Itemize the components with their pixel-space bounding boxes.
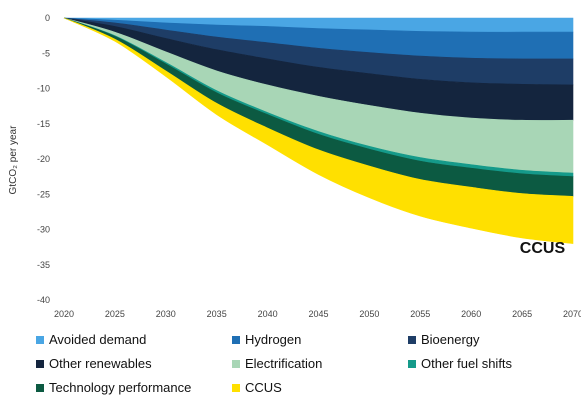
x-tick-label: 2055	[410, 309, 430, 319]
x-tick-label: 2065	[512, 309, 532, 319]
x-axis-ticks: 2020 2025 2030 2035 2040 2045 2050 2055 2060 2065…	[54, 309, 581, 319]
x-tick-label: 2035	[207, 309, 227, 319]
y-tick-label: -15	[37, 119, 50, 129]
x-tick-label: 2050	[359, 309, 379, 319]
y-tick-label: -5	[42, 48, 50, 58]
y-axis-label: GtCO₂ per year	[8, 125, 19, 195]
ccus-annotation: CCUS	[520, 240, 566, 257]
y-tick-label: -20	[37, 154, 50, 164]
x-tick-label: 2040	[258, 309, 278, 319]
y-tick-label: -25	[37, 189, 50, 199]
y-tick-label: -35	[37, 260, 50, 270]
x-tick-label: 2020	[54, 309, 74, 319]
y-tick-label: -40	[37, 295, 50, 305]
y-tick-label: -10	[37, 84, 50, 94]
x-tick-label: 2025	[105, 309, 125, 319]
x-tick-label: 2045	[308, 309, 328, 319]
x-tick-label: 2060	[461, 309, 481, 319]
x-tick-label: 2030	[156, 309, 176, 319]
y-tick-label: 0	[45, 13, 50, 23]
y-axis-ticks: 0 -5 -10 -15 -20 -25 -30 -35 -40	[37, 13, 50, 305]
area-layers	[63, 17, 574, 244]
area-ccus	[63, 17, 574, 244]
x-tick-label: 2070	[563, 309, 581, 319]
y-tick-label: -30	[37, 225, 50, 235]
